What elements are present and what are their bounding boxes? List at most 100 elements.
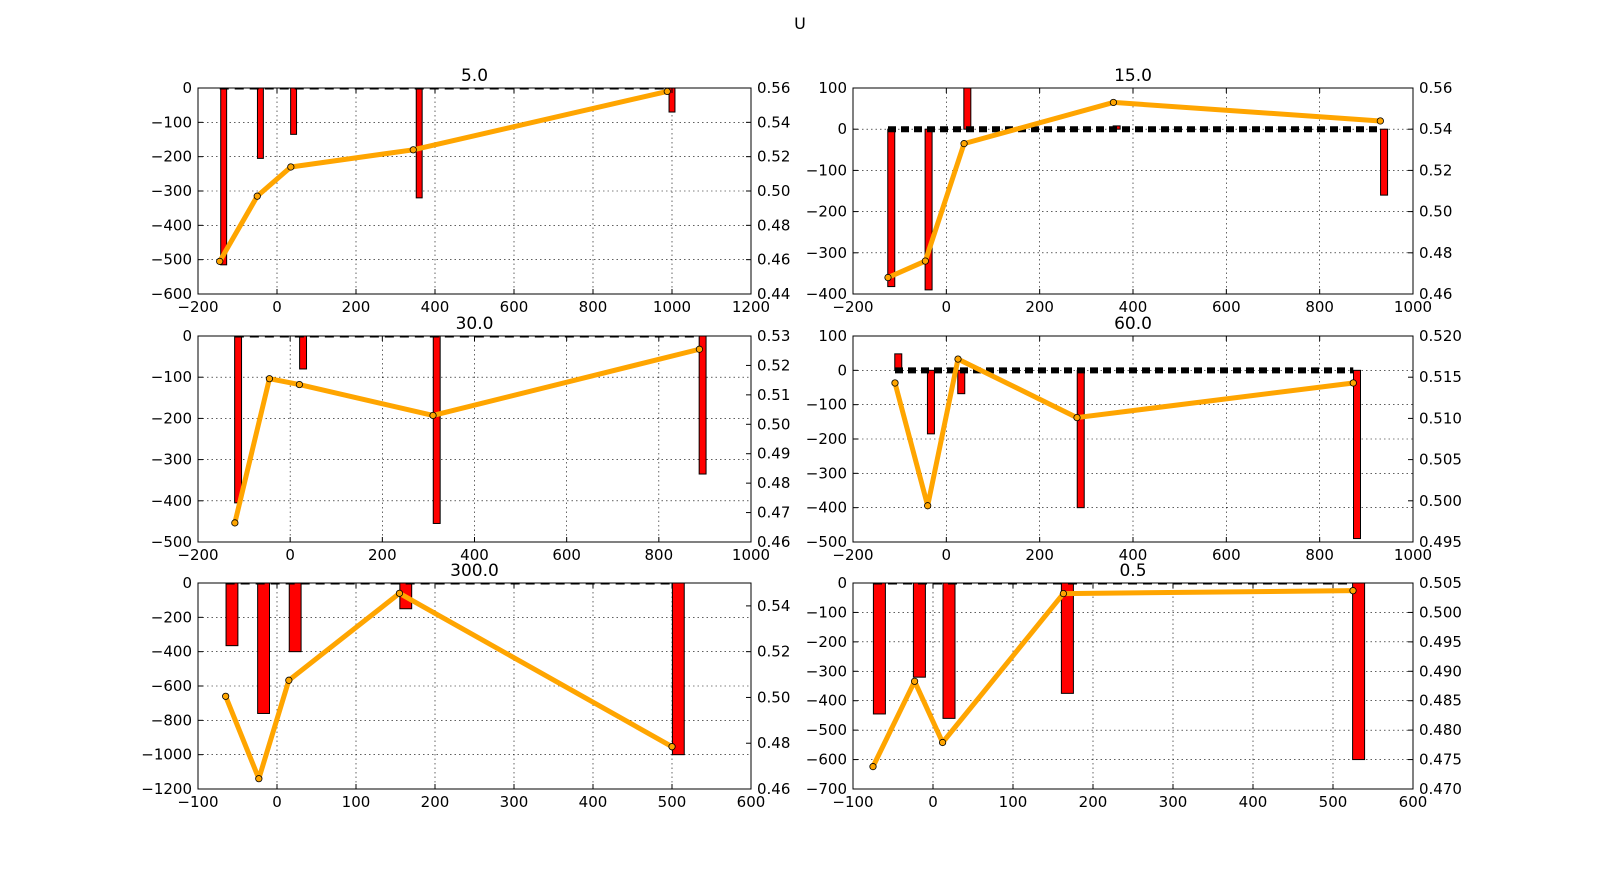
subplot-1-plot-area [198, 88, 751, 294]
subplot-5-line-marker [255, 775, 263, 783]
subplot-6-y2-tick-label: 0.495 [1419, 633, 1462, 651]
subplot-5-bar [671, 583, 685, 756]
subplot-4-y-tick-label: −300 [806, 464, 847, 482]
subplot-4-y-tick-label: 0 [837, 361, 847, 379]
subplot-3-x-tick-label: 600 [552, 546, 581, 564]
subplot-5-y-tick-label: −200 [151, 608, 192, 626]
subplot-6-line-marker [1349, 587, 1357, 595]
subplot-4-y2-tick-label: 0.510 [1419, 409, 1462, 427]
subplot-6-y2-tick-label: 0.485 [1419, 692, 1462, 710]
subplot-4-y-tick-label: −100 [806, 396, 847, 414]
subplot-3-y-tick-label: −200 [151, 409, 192, 427]
subplot-4-y2-tick-label: 0.495 [1419, 533, 1462, 551]
subplot-2: −200 0 200 400 600 800 1000 −400 −300 −200 −100 0 10… [806, 66, 1453, 316]
subplot-4-series-layer [891, 353, 1361, 540]
subplot-4-line-marker [1349, 379, 1357, 387]
subplot-5-y2-tick-label: 0.46 [757, 780, 790, 798]
subplot-2-y2-tick-label: 0.56 [1419, 79, 1452, 97]
subplot-1-x-tick-label: 1200 [732, 298, 770, 316]
subplot-2-y-tick-label: 100 [818, 79, 847, 97]
subplot-6-x-tick-label: 200 [1079, 793, 1108, 811]
subplot-6-line-marker [1059, 589, 1068, 598]
subplot-4-line-marker [954, 355, 962, 363]
subplot-4-x-tick-label: −200 [832, 546, 873, 564]
figure-title: U [794, 14, 806, 33]
subplot-1-line-marker [663, 88, 671, 96]
subplot-3: −200 0 200 400 600 800 1000 −500 −400 −300 −200 −10… [151, 314, 791, 564]
subplot-4-bar [957, 369, 966, 395]
subplot-1-x-tick-label: 600 [500, 298, 529, 316]
subplot-4-line-marker [924, 502, 932, 510]
subplot-1-x-tick-label: −200 [177, 298, 218, 316]
subplot-6-y-tick-label: −200 [806, 633, 847, 651]
subplot-6-x-tick-label: 500 [1319, 793, 1348, 811]
subplot-3-line-marker [295, 380, 303, 389]
subplot-3-line-marker [231, 519, 239, 527]
subplot-3-y2-tick-label: 0.53 [757, 327, 790, 345]
subplot-5-line-marker [285, 676, 293, 684]
subplot-4-x-tick-label: 200 [1025, 546, 1054, 564]
subplot-3-y-tick-label: 0 [182, 327, 192, 345]
subplot-4-y2-tick-label: 0.520 [1419, 327, 1462, 345]
subplot-3-y-tick-label: −400 [151, 492, 192, 510]
subplot-6-y2-tick-label: 0.505 [1419, 574, 1462, 592]
subplot-6-x-tick-label: 600 [1399, 793, 1428, 811]
subplot-6-plot-area [853, 583, 1413, 789]
subplot-5-bar [257, 583, 270, 714]
subplot-5-line-marker [222, 692, 230, 700]
subplot-2-x-tick-label: 1000 [1394, 298, 1432, 316]
subplot-6-y2-tick-label: 0.500 [1419, 603, 1462, 621]
subplot-4-y2-tick-label: 0.505 [1419, 451, 1462, 469]
subplot-5-y-tick-label: −800 [151, 711, 192, 729]
subplot-2-x-tick-label: 0 [942, 298, 952, 316]
subplot-2-title: 15.0 [1114, 66, 1152, 86]
subplot-3-x-tick-label: 0 [285, 546, 295, 564]
subplot-2-y-tick-label: −400 [806, 285, 847, 303]
subplot-5-x-tick-label: −100 [177, 793, 218, 811]
subplot-5-bar [225, 583, 239, 647]
subplot-1-bar [668, 88, 676, 113]
subplot-4-x-tick-label: 1000 [1394, 546, 1432, 564]
subplot-1-series-layer [216, 88, 676, 266]
subplot-5-x-tick-label: 100 [342, 793, 371, 811]
subplot-3-y-tick-label: −500 [151, 533, 192, 551]
subplot-6-y-tick-label: −600 [806, 751, 847, 769]
subplot-3-y2-tick-label: 0.50 [757, 415, 790, 433]
subplot-1-line-marker [409, 146, 417, 154]
subplot-2-y2-tick-label: 0.50 [1419, 203, 1452, 221]
subplot-3-x-tick-label: 1000 [732, 546, 770, 564]
subplot-3-line-marker [265, 375, 274, 383]
subplot-5-y-tick-label: −1000 [141, 746, 192, 764]
subplot-3-bar [299, 336, 308, 370]
subplot-6-bar [912, 583, 926, 678]
subplot-2-bar [924, 128, 933, 291]
subplot-4-bar [1076, 369, 1085, 509]
subplot-2-bar [963, 88, 972, 130]
subplot-3-x-tick-label: 400 [460, 546, 489, 564]
subplot-3-x-tick-label: −200 [177, 546, 218, 564]
subplot-2-y-tick-label: −100 [806, 161, 847, 179]
subplot-3-line-marker [695, 345, 703, 353]
subplot-6-y2-tick-label: 0.490 [1419, 662, 1462, 680]
subplot-5-x-tick-label: 600 [737, 793, 766, 811]
subplot-5-x-tick-label: 400 [579, 793, 608, 811]
subplot-6-y-tick-label: −500 [806, 721, 847, 739]
subplot-2-line-marker [1109, 98, 1118, 107]
subplot-4-x-tick-label: 400 [1119, 546, 1148, 564]
subplot-2-y2-tick-label: 0.48 [1419, 244, 1452, 262]
subplot-2-x-tick-label: −200 [832, 298, 873, 316]
subplot-4-line-marker [1073, 413, 1081, 422]
subplot-4-y-tick-label: −500 [806, 533, 847, 551]
subplot-5-y-tick-label: −1200 [141, 780, 192, 798]
subplot-6-line-marker [910, 677, 919, 685]
subplot-1-bar [220, 88, 228, 266]
subplot-1-x-tick-label: 0 [272, 298, 282, 316]
subplot-3-y2-tick-label: 0.49 [757, 445, 790, 463]
subplot-6-x-tick-label: 100 [999, 793, 1028, 811]
subplot-1-y-tick-label: −200 [151, 148, 192, 166]
subplot-5-x-tick-label: 0 [272, 793, 282, 811]
subplot-5: −100 0 100 200 300 400 500 600−1200−1000−800−60… [141, 561, 790, 811]
subplot-6-bar [1060, 583, 1074, 694]
subplot-5-x-tick-label: 300 [500, 793, 529, 811]
